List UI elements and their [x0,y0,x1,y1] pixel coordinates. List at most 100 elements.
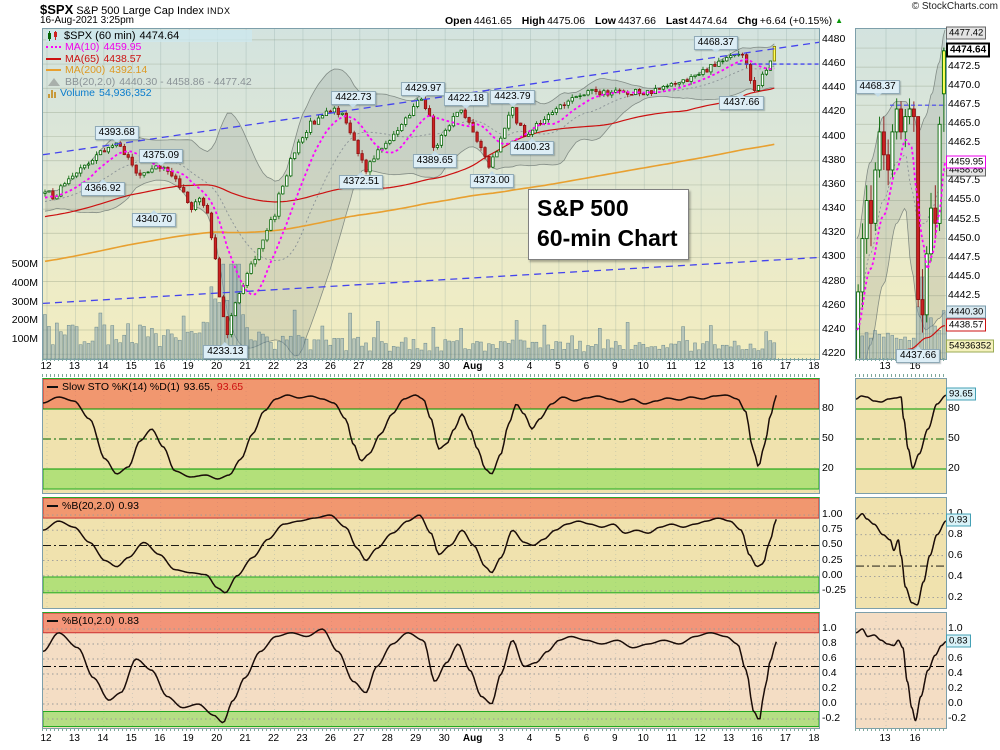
indicator-tick-label: 0.25 [822,553,843,566]
overbought-band [43,498,819,519]
zoom-indicator-tick: 0.2 [948,681,963,694]
date-label: 22 [267,733,280,744]
overbought-band [43,613,819,634]
low-label: Low [594,15,616,27]
b20-name: %B(20,2.0) [62,500,115,512]
zoom-b10-canvas [855,613,947,728]
bollinger-band-fill [45,43,775,356]
date-label: 9 [612,733,618,744]
tick-strip [855,374,945,377]
legend-ma65-label: MA(65) [65,52,100,65]
date-label: 12 [40,361,52,372]
volume-tick-label: 400M [11,276,38,289]
date-label: Aug [462,733,483,744]
date-label: 13 [722,361,735,372]
zoom-tick-label: 4472.5 [948,60,981,73]
main-chart-canvas [43,29,819,359]
indicator-line-icon [47,620,58,622]
ma65-line-icon [46,57,61,60]
date-label: 18 [808,733,820,744]
zoom-sto-panel [855,378,947,494]
y-tick-label: 4260 [822,298,846,311]
open-value: 4461.65 [473,15,512,27]
date-label: 13 [68,733,80,744]
zoom-indicator-tick: 20 [948,462,960,474]
tick-strip [42,358,818,361]
date-label: 16 [154,733,166,744]
date-label: 10 [637,733,649,744]
percent-b-20-canvas [43,498,819,608]
sto-name: Slow STO %K(14) %D(1) [62,381,180,393]
legend-bb-value: 4440.30 - 4458.86 - 4477.42 [119,75,252,88]
date-label: 12 [694,733,706,744]
date-label: 21 [239,733,251,744]
chg-label: Chg [737,15,758,27]
indicator-tick-label: 0.4 [822,666,837,679]
zoom-tick-label: 4452.5 [948,212,981,225]
indicator-tick-label: 0.50 [822,538,843,551]
zoom-b10-panel [855,612,947,729]
chart-datetime: 16-Aug-2021 3:25pm [40,15,134,26]
zoom-indicator-tick: 0.6 [948,548,963,561]
zoom-tick-label: 4442.5 [948,288,981,301]
indicator-value-tag: 0.83 [946,634,971,648]
date-label: 13 [722,733,735,744]
copyright: © StockCharts.com [911,1,998,12]
low-value: 4437.66 [617,15,656,27]
zoom-price-axis-labels: 4472.5 4470.0 4467.5 4465.0 4462.5 4457.5 4455… [948,0,1000,750]
bollinger-lower-line [44,87,775,357]
high-label: High [521,15,546,27]
indicator-value-tag: 0.93 [946,513,971,527]
header-row2: 16-Aug-2021 3:25pm Open 4461.65 High 4475.… [40,15,998,27]
zoom-indicator-tick: 0.2 [948,590,963,603]
exchange-label: INDX [207,6,231,16]
zoom-bollinger-fill [857,29,945,359]
note-line-1: S&P 500 [537,195,629,221]
quote-summary: Open 4461.65 High 4475.06 Low 4437.66 Last 4… [438,15,843,27]
date-label: 4 [526,733,533,744]
date-label: 28 [381,733,393,744]
main-price-chart: $SPX (60 min) 4474.64 MA(10) 4459.95 MA(… [42,28,820,360]
legend-ma10-value: 4459.95 [103,41,142,54]
date-label: 19 [182,733,194,744]
legend-ma65-value: 4438.57 [103,52,142,65]
ma65-line [44,87,775,218]
zoom-indicator-tick: 0.8 [948,527,963,540]
indicator-tick-label: 1.0 [822,621,837,634]
y-tick-label: 4220 [822,347,846,360]
indicator-tick-label: 0.2 [822,681,837,694]
trendline [43,41,819,156]
price-tag-blue: 4440.30 [946,305,987,318]
price-tag-red: 4438.57 [946,318,987,332]
high-value: 4475.06 [547,15,586,27]
date-label: 6 [583,733,590,744]
date-label: 12 [40,733,52,744]
volume-tick-label: 200M [11,314,38,327]
zoom-price-chart: 4468.37 4437.66 [855,28,947,363]
oversold-band [43,468,819,490]
date-label: 23 [296,733,308,744]
legend-volume-value: 54,936,352 [99,87,152,100]
y-tick-label: 4480 [822,32,846,45]
date-axis-bottom: 12 13 14 15 16 19 20 21 22 23 26 27 28 29 30 Aug 3 4 5 6 9 10… [0,733,1000,747]
date-label: 17 [779,733,791,744]
ma10-line-icon [46,46,61,49]
indicator-line-icon [47,505,58,507]
zoom-indicator-tick: 0.0 [948,696,963,709]
date-label: 27 [353,733,365,744]
note-line-2: 60-min Chart [537,225,678,252]
volume-tick-label: 300M [11,295,38,308]
zoom-chart-canvas [856,29,946,359]
indicator-tick-label: 0.8 [822,636,837,649]
zoom-candles [856,47,946,359]
price-axis-labels: 4480 4460 4440 4420 4400 4380 4360 4340 4320 4300… [822,0,862,750]
date-label: 16 [751,361,763,372]
indicator-line [855,628,947,722]
date-label: 21 [239,361,251,372]
up-arrow-icon: ▲ [835,16,843,25]
indicator-tick-label: -0.2 [822,711,841,724]
percent-b-20-label: %B(20,2.0) 0.93 [47,500,139,512]
trendline [43,256,819,305]
zoom-tick-label: 4470.0 [948,79,981,92]
tick-strip [855,728,945,731]
